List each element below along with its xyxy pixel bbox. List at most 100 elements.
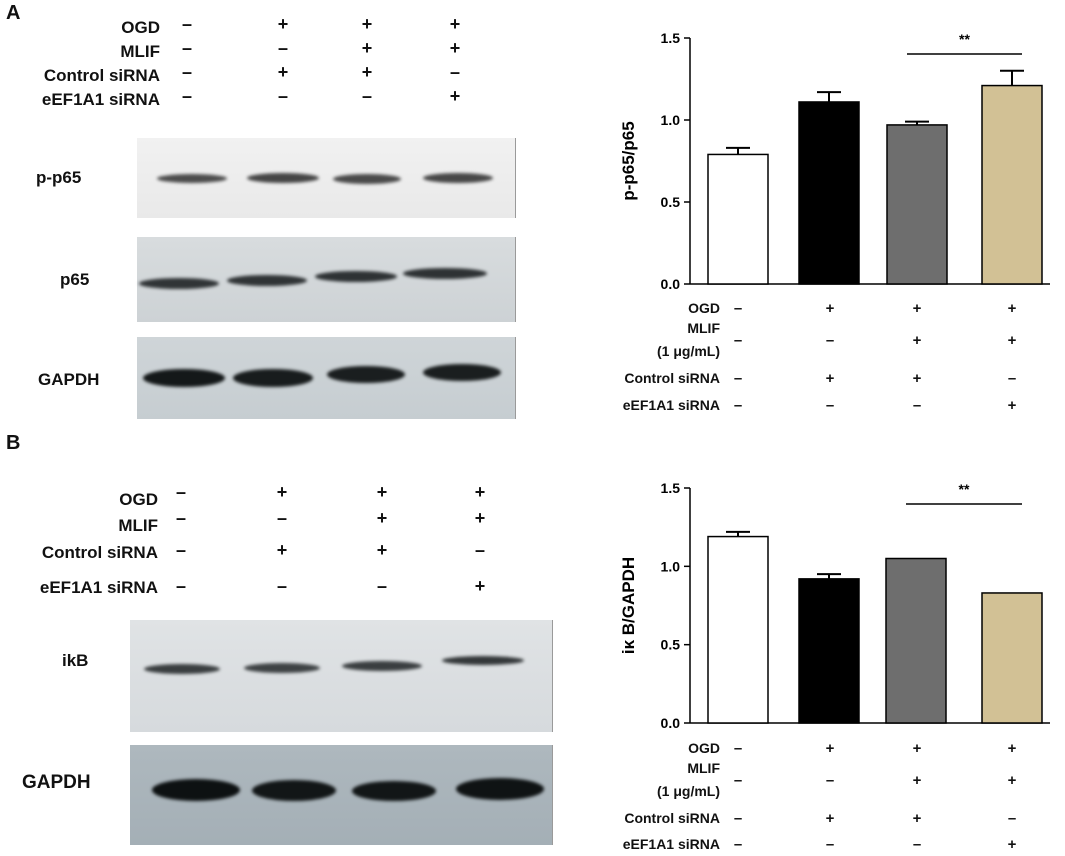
- plus-sign: +: [825, 300, 835, 317]
- cond-label-ogd: OGD: [119, 490, 158, 509]
- panel-a-letter: A: [6, 2, 21, 24]
- plus-sign: +: [912, 810, 922, 827]
- plus-sign: +: [912, 370, 922, 387]
- minus-sign: –: [277, 38, 288, 58]
- band: [352, 781, 436, 801]
- y-tick-label: 1.0: [661, 558, 681, 574]
- minus-sign: –: [276, 576, 287, 596]
- blot-p-p65: [137, 138, 516, 218]
- plus-sign: +: [825, 740, 835, 757]
- blot-label-ikb: ikB: [62, 651, 89, 670]
- plus-sign: +: [277, 14, 289, 34]
- band: [442, 656, 524, 665]
- cond-label-control-sirna: Control siRNA: [43, 66, 160, 85]
- band: [157, 174, 227, 183]
- minus-sign: –: [825, 331, 835, 349]
- minus-sign: –: [361, 86, 372, 106]
- blot-label-gapdh: GAPDH: [22, 772, 91, 793]
- bar-chart-a: p-p65/p65 0.0 0.5 1.0 1.5 **: [620, 30, 1050, 290]
- minus-sign: –: [276, 508, 287, 528]
- band: [423, 173, 493, 183]
- minus-sign: –: [181, 62, 192, 82]
- blot-label-p65: p65: [60, 270, 90, 289]
- minus-sign: –: [733, 300, 743, 317]
- band: [244, 663, 320, 673]
- minus-sign: –: [181, 38, 192, 58]
- plus-sign: +: [376, 482, 388, 502]
- y-tick-label: 0.0: [661, 715, 681, 731]
- minus-sign: –: [1007, 810, 1017, 827]
- plus-sign: +: [361, 14, 373, 34]
- plus-sign: +: [277, 62, 289, 82]
- plus-sign: +: [912, 740, 922, 757]
- plus-sign: +: [825, 370, 835, 387]
- plus-sign: +: [474, 482, 486, 502]
- band: [233, 369, 313, 387]
- bar: [981, 84, 1043, 285]
- band: [333, 174, 401, 184]
- bar: [798, 578, 860, 724]
- minus-sign: –: [474, 540, 485, 560]
- plus-sign: +: [449, 86, 461, 106]
- minus-sign: –: [733, 370, 743, 387]
- plus-sign: +: [361, 62, 373, 82]
- plus-sign: +: [1007, 300, 1017, 317]
- y-tick-label: 1.0: [661, 112, 681, 128]
- bar: [798, 101, 860, 285]
- condition-label: eEF1A1 siRNA: [622, 836, 720, 852]
- minus-sign: –: [733, 740, 743, 757]
- condition-label: (1 μg/mL): [656, 343, 720, 359]
- plus-sign: +: [1007, 836, 1017, 853]
- condition-label: (1 μg/mL): [656, 783, 720, 799]
- band: [227, 275, 307, 286]
- band: [423, 364, 501, 381]
- minus-sign: –: [825, 836, 835, 853]
- y-tick-label: 0.5: [661, 637, 681, 653]
- plus-sign: +: [912, 300, 922, 317]
- condition-label: MLIF: [687, 760, 720, 776]
- minus-sign: –: [175, 508, 186, 528]
- minus-sign: –: [175, 576, 186, 596]
- minus-sign: –: [1007, 370, 1017, 387]
- band: [327, 366, 405, 383]
- bar: [885, 557, 947, 724]
- minus-sign: –: [175, 540, 186, 560]
- minus-sign: –: [449, 62, 460, 82]
- y-tick-label: 0.5: [661, 194, 681, 210]
- minus-sign: –: [733, 810, 743, 827]
- minus-sign: –: [181, 86, 192, 106]
- blot-gapdh-b: [130, 745, 553, 845]
- cond-label-eef1a1-sirna: eEF1A1 siRNA: [39, 578, 158, 597]
- bar-chart-b: iκ B/GAPDH 0.0 0.5 1.0 1.5 **: [620, 480, 1050, 731]
- cond-label-mlif: MLIF: [120, 42, 160, 61]
- plus-sign: +: [361, 38, 373, 58]
- band: [152, 779, 240, 801]
- bar: [886, 124, 948, 285]
- plus-sign: +: [1007, 331, 1017, 349]
- minus-sign: –: [376, 576, 387, 596]
- band: [143, 369, 225, 387]
- condition-label: Control siRNA: [624, 810, 720, 826]
- minus-sign: –: [181, 14, 192, 34]
- plus-sign: +: [276, 540, 288, 560]
- plus-sign: +: [1007, 740, 1017, 757]
- minus-sign: –: [912, 836, 922, 853]
- plus-sign: +: [376, 508, 388, 528]
- band: [252, 780, 336, 801]
- condition-label: eEF1A1 siRNA: [622, 397, 720, 413]
- blot-p65: [137, 237, 516, 322]
- plus-sign: +: [474, 508, 486, 528]
- condition-label: OGD: [688, 740, 720, 756]
- significance-label: **: [959, 481, 970, 497]
- band: [342, 661, 422, 671]
- band: [456, 778, 544, 800]
- minus-sign: –: [733, 397, 743, 414]
- blot-label-gapdh: GAPDH: [38, 370, 100, 389]
- cond-label-mlif: MLIF: [118, 516, 158, 535]
- condition-label: Control siRNA: [624, 370, 720, 386]
- band: [139, 278, 219, 289]
- minus-sign: –: [733, 331, 743, 349]
- condition-label: OGD: [688, 300, 720, 316]
- blot-gapdh-a: [137, 337, 516, 419]
- plus-sign: +: [825, 810, 835, 827]
